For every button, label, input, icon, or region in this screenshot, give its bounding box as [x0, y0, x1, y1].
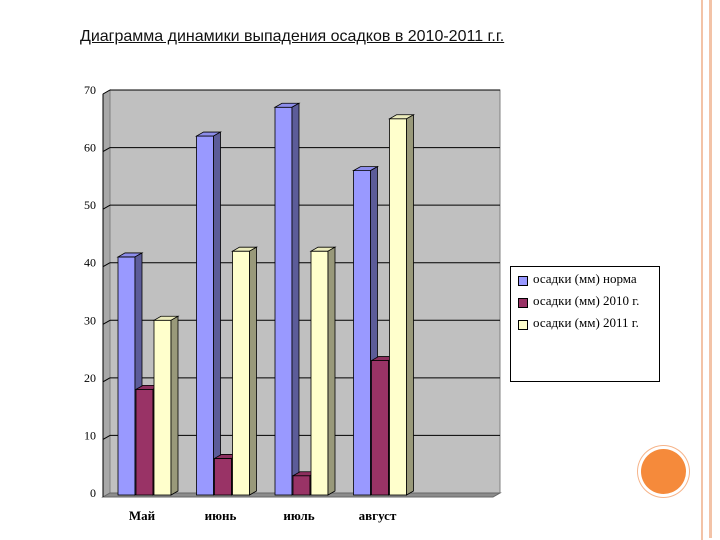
x-tick-label: Май	[129, 508, 156, 523]
bar	[292, 475, 311, 496]
gridline-side	[102, 89, 111, 95]
bar-side	[406, 114, 414, 496]
y-tick-label: 40	[84, 256, 96, 270]
bar-side	[327, 246, 336, 496]
y-tick-label: 50	[84, 198, 96, 212]
bar	[135, 388, 154, 496]
legend-item-2010: осадки (мм) 2010 г.	[518, 293, 653, 309]
legend-swatch-2010	[518, 298, 528, 308]
y-tick-label: 70	[84, 83, 96, 97]
legend-label-norm: осадки (мм) норма	[533, 271, 637, 286]
bar	[310, 250, 329, 496]
legend-swatch-norm	[518, 276, 528, 286]
bar	[232, 250, 250, 496]
chart-legend: осадки (мм) норма осадки (мм) 2010 г. ос…	[510, 266, 660, 382]
legend-swatch-2011	[518, 320, 528, 330]
bar	[117, 256, 136, 496]
gridline-side	[102, 262, 111, 268]
bar	[196, 135, 214, 496]
legend-item-norm: осадки (мм) норма	[518, 271, 653, 287]
decorative-circle	[641, 449, 686, 494]
gridline-side	[102, 319, 111, 325]
legend-item-2011: осадки (мм) 2011 г.	[518, 315, 653, 331]
bar	[389, 118, 407, 496]
y-tick-label: 60	[84, 141, 96, 155]
bar	[353, 170, 371, 496]
x-tick-label: август	[359, 508, 397, 523]
x-tick-label: июнь	[205, 508, 237, 523]
bar	[274, 106, 293, 496]
y-tick-label: 0	[90, 486, 96, 500]
bar	[371, 360, 389, 496]
bar	[214, 458, 232, 496]
legend-label-2011: осадки (мм) 2011 г.	[533, 315, 639, 330]
bar-side	[213, 131, 221, 496]
legend-label-2010: осадки (мм) 2010 г.	[533, 293, 640, 308]
bar-side	[291, 102, 300, 496]
gridline-side	[102, 147, 111, 153]
bar-side	[170, 315, 179, 496]
bar-side	[249, 246, 257, 496]
y-tick-label: 20	[84, 371, 96, 385]
slide-frame-inner	[701, 0, 703, 540]
gridline-side	[102, 377, 111, 383]
x-tick-label: июль	[283, 508, 314, 523]
gridline-side	[102, 204, 111, 210]
gridline-side	[102, 434, 111, 440]
y-tick-label: 10	[84, 428, 96, 442]
bar	[153, 319, 172, 496]
y-tick-label: 30	[84, 313, 96, 327]
page-title: Диаграмма динамики выпадения осадков в 2…	[80, 28, 505, 45]
